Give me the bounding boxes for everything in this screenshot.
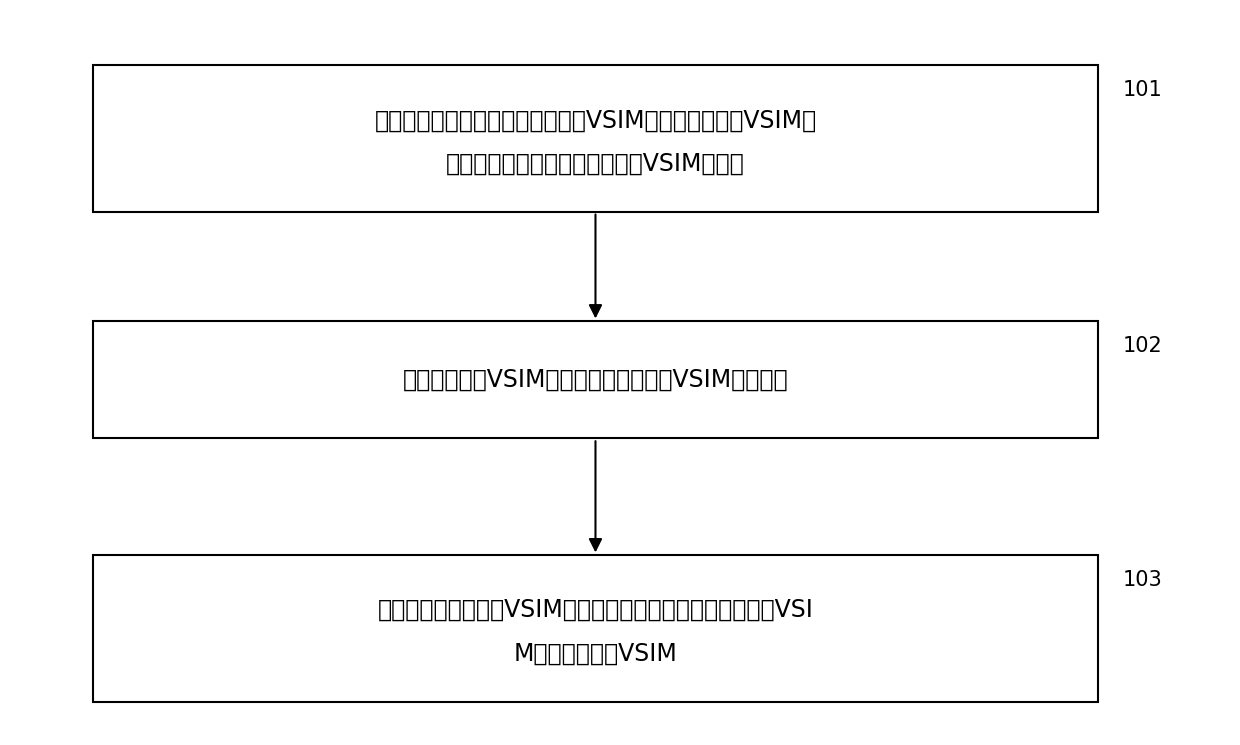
Text: 向所述终端发送所述VSIM安装信息，以使所述终端根据所述VSI: 向所述终端发送所述VSIM安装信息，以使所述终端根据所述VSI xyxy=(377,598,813,622)
Text: 101: 101 xyxy=(1122,80,1162,100)
FancyBboxPatch shape xyxy=(93,321,1099,438)
Text: 接收终端发送的虚拟用户识别模块VSIM申请请求，所述VSIM申: 接收终端发送的虚拟用户识别模块VSIM申请请求，所述VSIM申 xyxy=(374,108,817,133)
FancyBboxPatch shape xyxy=(93,66,1099,212)
Text: 103: 103 xyxy=(1122,570,1162,590)
Text: 根据所述欲选VSIM的标识，获取对应的VSIM安装信息: 根据所述欲选VSIM的标识，获取对应的VSIM安装信息 xyxy=(403,368,789,392)
FancyBboxPatch shape xyxy=(93,555,1099,702)
Text: 102: 102 xyxy=(1122,336,1162,356)
Text: M安装信息安装VSIM: M安装信息安装VSIM xyxy=(513,642,677,666)
Text: 请请求携带有所述终端用户欲选VSIM的标识: 请请求携带有所述终端用户欲选VSIM的标识 xyxy=(446,152,745,176)
